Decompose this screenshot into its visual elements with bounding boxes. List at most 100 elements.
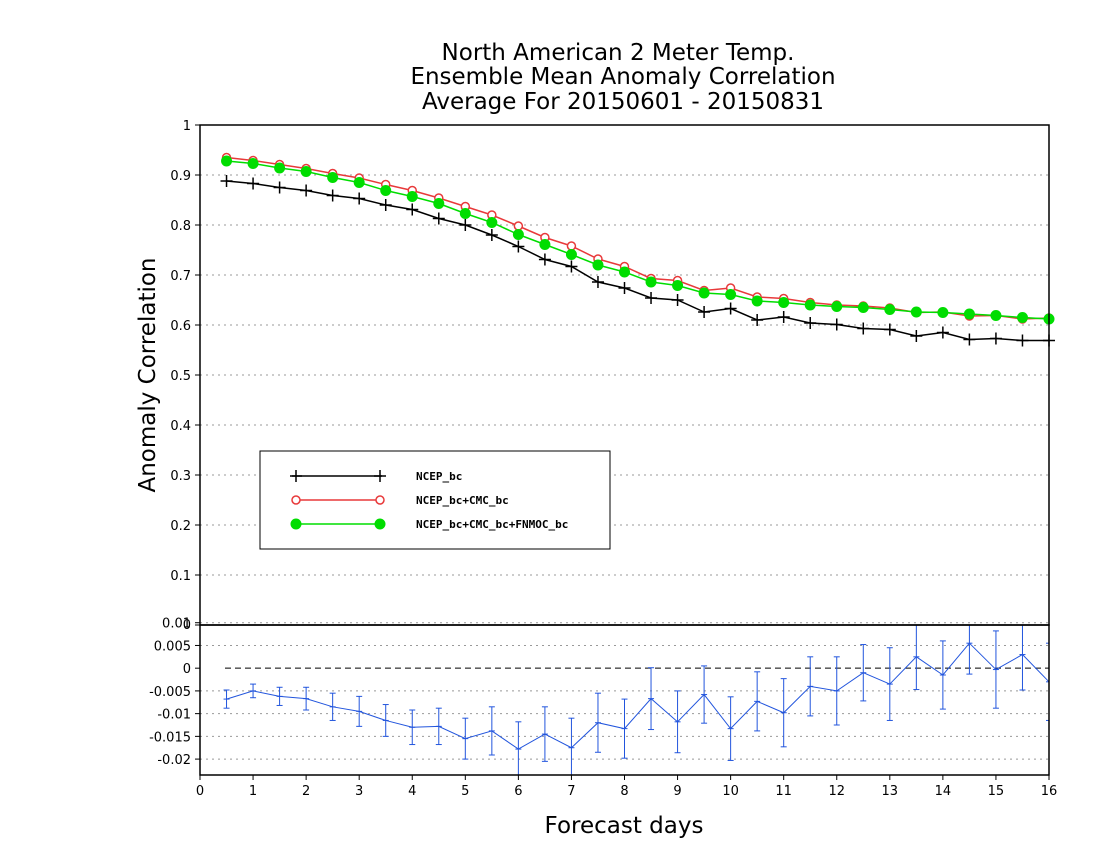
data-point (671, 294, 684, 306)
y-tick-label: 0.4 (170, 419, 191, 434)
data-point (884, 304, 896, 315)
x-tick-label: 10 (722, 784, 739, 799)
data-point (432, 212, 445, 225)
data-point (591, 276, 604, 288)
x-axis-label: Forecast days (545, 813, 704, 839)
y-tick-label: 0.7 (170, 269, 191, 284)
data-point (645, 276, 657, 288)
difference-y-tick-label: -0.01 (157, 708, 191, 723)
difference-y-tick-label: -0.02 (157, 753, 191, 768)
data-point (326, 189, 339, 202)
data-point (406, 203, 419, 216)
chart-title-line-2: Ensemble Mean Anomaly Correlation (410, 64, 835, 90)
y-axis-label: Anomaly Correlation (135, 257, 161, 492)
data-point (751, 314, 764, 326)
data-point (698, 306, 711, 318)
data-point (778, 297, 790, 308)
legend-marker (291, 495, 301, 505)
data-point (1016, 334, 1029, 347)
data-point (883, 323, 896, 336)
series-line-2 (226, 156, 1050, 320)
data-point (672, 280, 684, 291)
data-point (831, 301, 843, 312)
difference-y-tick-label: 0 (183, 662, 191, 677)
legend-label-3: NCEP_bc+CMC_bc+FNMOC_bc (416, 518, 568, 531)
data-point (221, 155, 233, 167)
legend-label-2: NCEP_bc+CMC_bc (416, 494, 509, 507)
series-line-1 (226, 180, 1049, 342)
data-point (513, 221, 524, 231)
axes-layer: 00.10.20.30.40.50.60.70.80.91-0.02-0.015… (149, 119, 1057, 799)
x-tick-label: 4 (408, 784, 416, 799)
y-tick-label: 0.3 (170, 469, 191, 484)
data-point (459, 208, 471, 219)
data-point (459, 219, 472, 231)
data-point (565, 249, 577, 260)
data-point (592, 259, 604, 271)
y-tick-label: 0.2 (170, 519, 191, 534)
data-point (353, 177, 365, 188)
difference-y-tick-label: 0.01 (162, 617, 191, 632)
data-point (618, 282, 631, 294)
data-point (645, 292, 658, 304)
x-tick-label: 1 (249, 784, 257, 799)
x-tick-label: 8 (620, 784, 628, 799)
data-point (220, 175, 233, 187)
y-tick-label: 0 (183, 618, 191, 633)
data-point (274, 162, 286, 174)
y-tick-label: 0.1 (170, 569, 191, 584)
y-tick-label: 0.5 (170, 369, 191, 384)
y-tick-label: 0.9 (170, 169, 191, 184)
x-tick-label: 5 (461, 784, 469, 799)
data-point (990, 310, 1002, 321)
data-point (725, 289, 737, 300)
data-point (273, 181, 286, 194)
data-point (989, 332, 1002, 345)
data-point (910, 306, 922, 318)
data-point (936, 326, 949, 339)
x-tick-label: 9 (673, 784, 681, 799)
data-point (485, 229, 498, 241)
x-tick-label: 6 (514, 784, 522, 799)
x-tick-label: 7 (567, 784, 575, 799)
y-tick-label: 0.6 (170, 319, 191, 334)
legend-marker (374, 518, 386, 530)
data-point (300, 184, 313, 197)
legend-marker (290, 518, 302, 530)
difference-y-tick-label: -0.015 (149, 730, 191, 745)
data-point (379, 199, 392, 211)
x-tick-label: 2 (302, 784, 310, 799)
data-point (804, 317, 817, 329)
x-tick-label: 14 (935, 784, 952, 799)
data-point (804, 299, 816, 311)
data-point (406, 191, 418, 202)
data-point (963, 333, 976, 346)
data-point (619, 266, 630, 278)
data-point (566, 241, 577, 251)
data-point (724, 302, 737, 315)
data-point (539, 239, 551, 250)
y-tick-label: 0.8 (170, 219, 191, 234)
data-point (380, 185, 392, 196)
data-point (698, 287, 710, 299)
x-tick-label: 15 (988, 784, 1005, 799)
chart-title-line-1: North American 2 Meter Temp. (442, 40, 795, 66)
data-point (963, 308, 975, 320)
data-point (512, 240, 525, 253)
difference-line (226, 642, 1049, 750)
x-tick-label: 3 (355, 784, 363, 799)
data-point (512, 229, 524, 240)
data-point (327, 172, 339, 183)
difference-y-tick-label: -0.005 (149, 685, 191, 700)
difference-series (223, 625, 1049, 775)
x-tick-label: 12 (828, 784, 845, 799)
data-point (247, 158, 259, 169)
data-point (353, 192, 366, 205)
x-tick-label: 11 (775, 784, 792, 799)
data-point (751, 295, 763, 307)
grid-layer (200, 174, 1049, 760)
data-point (830, 318, 843, 331)
legend-marker (375, 495, 385, 505)
